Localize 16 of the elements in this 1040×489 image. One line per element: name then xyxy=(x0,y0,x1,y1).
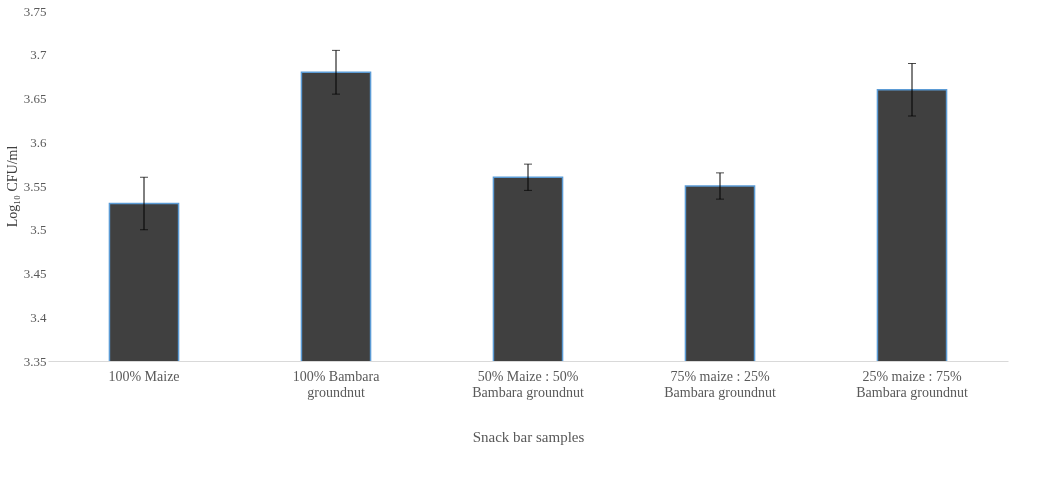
x-tick-label: 50% Maize : 50% Bambara groundnut xyxy=(472,368,584,400)
x-tick-label: 75% maize : 25% Bambara groundnut xyxy=(664,368,776,400)
x-tick-label: 100% Maize xyxy=(108,368,180,384)
y-tick-label: 3.55 xyxy=(23,178,47,194)
y-axis-title: Log₁₀ CFU/ml xyxy=(4,145,20,228)
y-tick-label: 3.75 xyxy=(23,3,47,19)
y-tick-label: 3.4 xyxy=(30,309,47,325)
y-tick-label: 3.35 xyxy=(23,353,47,369)
y-tick-label: 3.7 xyxy=(30,47,47,63)
x-tick-label: 25% maize : 75% Bambara groundnut xyxy=(856,368,968,400)
y-tick-label: 3.6 xyxy=(30,134,47,150)
x-tick-label: 100% Bambara groundnut xyxy=(292,368,381,400)
x-axis-title: Snack bar samples xyxy=(472,428,585,445)
y-tick-label: 3.65 xyxy=(23,91,47,106)
y-tick-label: 3.5 xyxy=(30,222,47,238)
y-tick-label: 3.45 xyxy=(23,266,47,281)
